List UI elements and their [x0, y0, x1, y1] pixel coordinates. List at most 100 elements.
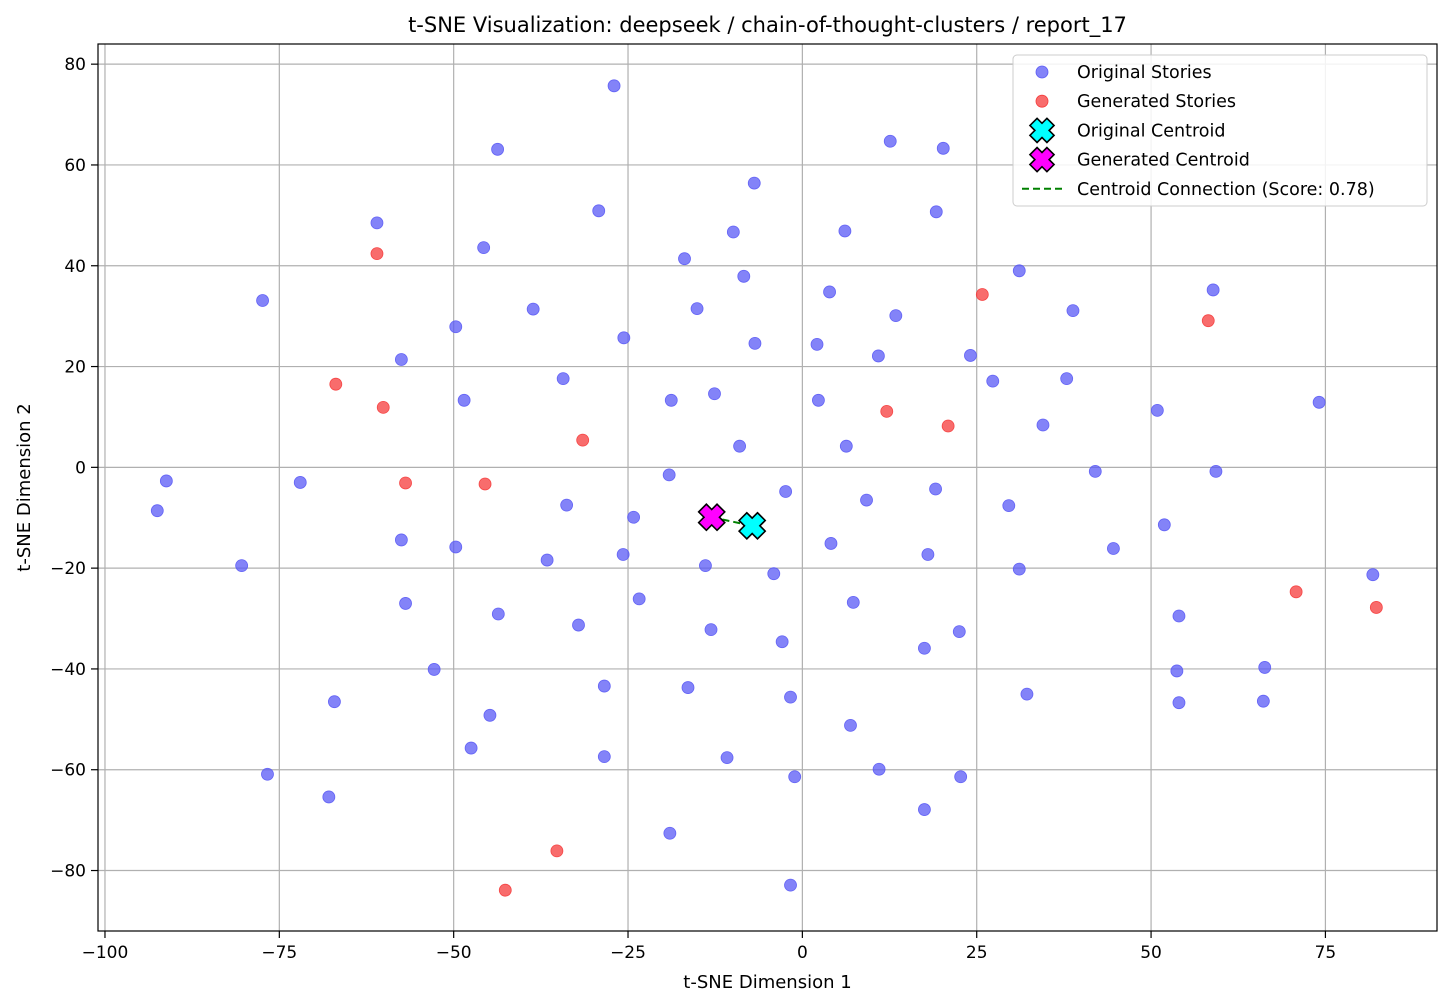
original-story-point: [1150, 403, 1164, 417]
original-story-point: [872, 762, 886, 776]
original-story-point: [747, 176, 761, 190]
y-tick-label: 20: [64, 358, 86, 378]
x-tick-label: 0: [797, 943, 808, 963]
original-story-point: [1036, 418, 1050, 432]
original-story-point: [824, 537, 838, 550]
original-story-point: [556, 372, 570, 386]
original-centroid-marker: [737, 511, 767, 540]
original-story-point: [921, 548, 935, 561]
original-story-point: [1060, 372, 1074, 386]
y-tick-label: −60: [50, 761, 86, 781]
x-tick-label: 50: [1140, 943, 1162, 963]
x-tick-label: 75: [1315, 943, 1337, 963]
original-story-point: [1172, 696, 1186, 710]
original-story-point: [540, 553, 554, 567]
legend-item-generated-stories: Generated Stories: [1035, 92, 1236, 112]
original-story-point: [704, 623, 718, 637]
legend-items: Original Stories Generated Stories Origina…: [1022, 63, 1375, 200]
original-story-point: [662, 468, 676, 482]
y-tick-label: −80: [50, 862, 86, 882]
x-tick-label: −50: [436, 943, 472, 963]
original-story-point: [1209, 464, 1223, 478]
plot-layer: [150, 79, 1383, 897]
generated-story-point: [478, 477, 492, 491]
original-story-point: [1012, 562, 1026, 576]
legend-label: Generated Centroid: [1077, 151, 1250, 171]
original-story-point: [699, 559, 712, 573]
y-tick-label: 80: [64, 55, 86, 75]
legend-item-centroid-connection: Centroid Connection (Score: 0.78): [1022, 180, 1375, 200]
original-story-point: [775, 635, 789, 649]
generated-story-point: [576, 433, 590, 447]
original-story-point: [1170, 664, 1184, 678]
original-story-point: [1366, 568, 1380, 582]
original-story-point: [597, 750, 611, 764]
ticks-layer: −100 −75 −50 −25 0 25 50 75 −80 −60 −40 −20 0 20 40 60 8…: [50, 55, 1336, 963]
generated-story-point: [941, 419, 955, 433]
original-story-point: [733, 439, 747, 453]
y-tick-label: −20: [50, 559, 86, 579]
original-story-point: [846, 596, 860, 609]
x-tick-label: 25: [966, 943, 988, 963]
legend-label: Generated Stories: [1077, 92, 1236, 112]
legend-box: [1012, 54, 1428, 207]
generated-story-point: [1369, 601, 1383, 614]
original-story-point: [986, 374, 1000, 388]
original-story-point: [871, 349, 885, 363]
legend-marker-dot: [1035, 65, 1049, 79]
y-tick-label: 40: [64, 257, 86, 277]
original-story-point: [839, 439, 853, 453]
original-story-point: [592, 204, 606, 218]
legend-marker-x: [1028, 117, 1056, 144]
original-story-point: [632, 592, 646, 606]
original-story-point: [427, 663, 441, 676]
original-story-point: [477, 241, 491, 255]
original-story-point: [1020, 687, 1034, 701]
original-story-point: [159, 474, 173, 488]
original-story-point: [918, 803, 931, 816]
original-story-point: [823, 285, 836, 299]
generated-story-point: [880, 404, 894, 418]
original-story-point: [784, 690, 797, 704]
original-story-point: [954, 770, 968, 784]
legend-label: Original Stories: [1077, 63, 1212, 83]
original-story-point: [936, 141, 950, 155]
x-tick-label: −75: [261, 943, 297, 963]
y-tick-label: 0: [75, 458, 86, 478]
original-story-point: [1002, 499, 1016, 513]
generated-story-point: [376, 400, 390, 414]
original-story-point: [261, 767, 274, 781]
original-story-point: [889, 309, 903, 323]
original-story-point: [678, 252, 691, 266]
x-tick-label: −25: [610, 943, 646, 963]
original-story-point: [929, 482, 942, 496]
original-story-point: [737, 269, 751, 283]
original-story-point: [838, 224, 852, 238]
original-story-point: [491, 607, 505, 621]
legend-marker-x: [1028, 146, 1056, 173]
original-story-point: [918, 641, 931, 655]
original-story-point: [1172, 609, 1186, 623]
original-story-point: [560, 498, 574, 512]
original-story-point: [810, 337, 824, 351]
original-story-point: [1012, 264, 1026, 278]
original-story-point: [1066, 304, 1080, 318]
original-story-point: [370, 216, 384, 230]
original-story-point: [526, 302, 540, 316]
original-story-point: [883, 134, 897, 148]
original-story-point: [464, 741, 478, 755]
original-story-point: [394, 533, 408, 547]
original-story-point: [491, 142, 505, 156]
original-story-point: [708, 387, 721, 401]
generated-story-point: [329, 377, 343, 391]
original-story-point: [1088, 464, 1102, 478]
original-story-point: [1312, 395, 1326, 409]
y-axis-label: t-SNE Dimension 2: [14, 403, 35, 571]
y-tick-label: 60: [64, 156, 86, 176]
legend-marker-dot: [1035, 94, 1049, 108]
original-story-point: [449, 540, 463, 554]
original-story-point: [681, 681, 695, 694]
original-story-point: [617, 331, 631, 345]
generated-story-point: [1201, 314, 1215, 328]
